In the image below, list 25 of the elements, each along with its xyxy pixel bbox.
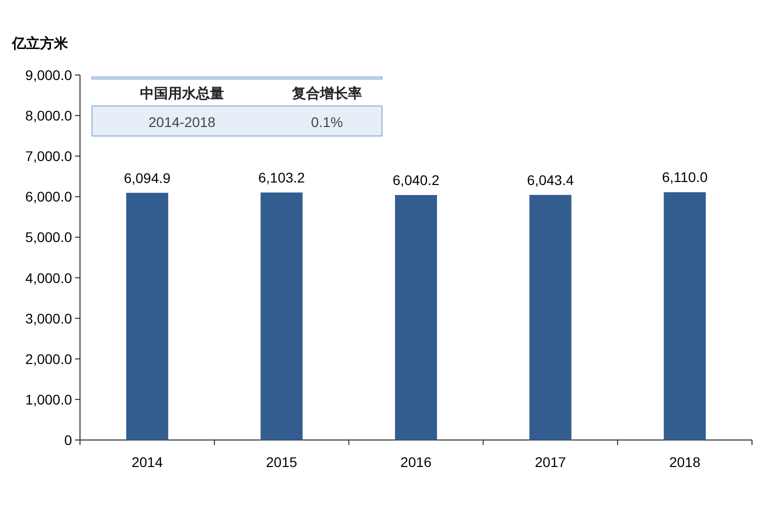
annotation: 复合增长率	[291, 85, 362, 101]
annotation: 2014-2018	[148, 114, 216, 130]
y-axis-title: 亿立方米	[11, 35, 69, 51]
x-tick-label: 2014	[132, 454, 163, 470]
y-tick-label: 7,000.0	[25, 148, 72, 164]
x-tick-label: 2017	[534, 454, 566, 470]
y-tick-label: 0	[64, 432, 72, 448]
y-tick-label: 3,000.0	[25, 310, 72, 326]
data-label: 6,043.4	[527, 172, 574, 188]
data-label: 6,094.9	[124, 170, 171, 186]
x-tick-label: 2015	[266, 454, 298, 470]
annotation: 0.1%	[311, 114, 343, 130]
y-tick-label: 2,000.0	[25, 350, 72, 367]
y-tick-label: 8,000.0	[25, 108, 72, 124]
y-tick-label: 6,000.0	[25, 188, 72, 205]
x-tick-label: 2016	[400, 454, 432, 470]
data-label: 6,110.0	[662, 169, 708, 186]
y-tick-label: 4,000.0	[25, 270, 72, 286]
data-label: 6,103.2	[258, 169, 306, 186]
data-label: 6,040.2	[392, 172, 440, 188]
x-tick-label: 2018	[669, 454, 701, 470]
y-tick-label: 1,000.0	[25, 391, 72, 408]
y-tick-label: 5,000.0	[25, 229, 72, 246]
y-tick-label: 9,000.0	[25, 67, 72, 83]
annotation: 中国用水总量	[140, 85, 224, 101]
